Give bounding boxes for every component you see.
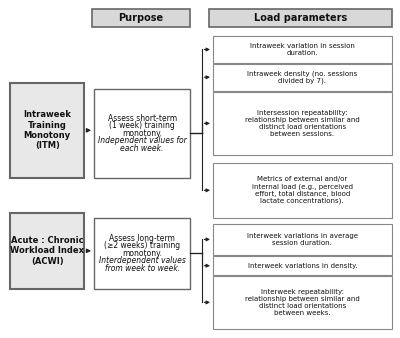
- FancyBboxPatch shape: [209, 9, 392, 27]
- FancyBboxPatch shape: [94, 89, 190, 178]
- Text: (1 week) training: (1 week) training: [109, 121, 175, 130]
- FancyBboxPatch shape: [92, 9, 190, 27]
- Text: Independent values for: Independent values for: [98, 137, 186, 145]
- FancyBboxPatch shape: [213, 163, 392, 218]
- FancyBboxPatch shape: [213, 276, 392, 329]
- Text: Interdependent values: Interdependent values: [99, 257, 186, 265]
- Text: Intraweek
Training
Monotony
(ITM): Intraweek Training Monotony (ITM): [23, 110, 71, 150]
- Text: Assess short-term: Assess short-term: [108, 114, 177, 122]
- Text: from week to week.: from week to week.: [104, 264, 180, 273]
- Text: Metrics of external and/or
internal load (e.g., perceived
effort, total distance: Metrics of external and/or internal load…: [252, 176, 353, 204]
- Text: Interweek variations in density.: Interweek variations in density.: [248, 263, 357, 269]
- Text: Interweek variations in average
session duration.: Interweek variations in average session …: [247, 233, 358, 246]
- FancyBboxPatch shape: [213, 256, 392, 275]
- Text: monotony.: monotony.: [122, 249, 162, 258]
- Text: Intraweek variation in session
duration.: Intraweek variation in session duration.: [250, 43, 355, 56]
- Text: (≥2 weeks) training: (≥2 weeks) training: [104, 241, 180, 250]
- Text: Load parameters: Load parameters: [254, 13, 347, 23]
- Text: Acute : Chronic
Workload Index
(ACWI): Acute : Chronic Workload Index (ACWI): [10, 236, 84, 266]
- Text: Interweek repeatability:
relationship between similar and
distinct load orientat: Interweek repeatability: relationship be…: [245, 289, 360, 316]
- FancyBboxPatch shape: [213, 36, 392, 63]
- FancyBboxPatch shape: [213, 223, 392, 255]
- Text: each week.: each week.: [120, 144, 164, 153]
- Text: Intersession repeatability:
relationship between similar and
distinct load orien: Intersession repeatability: relationship…: [245, 110, 360, 137]
- Text: Assess long-term: Assess long-term: [109, 234, 175, 243]
- Text: Intraweek density (no. sessions
divided by 7).: Intraweek density (no. sessions divided …: [247, 70, 358, 84]
- FancyBboxPatch shape: [213, 64, 392, 91]
- FancyBboxPatch shape: [213, 92, 392, 155]
- FancyBboxPatch shape: [10, 83, 84, 178]
- Text: monotony.: monotony.: [122, 129, 162, 138]
- FancyBboxPatch shape: [10, 213, 84, 289]
- Text: Purpose: Purpose: [118, 13, 164, 23]
- FancyBboxPatch shape: [94, 218, 190, 289]
